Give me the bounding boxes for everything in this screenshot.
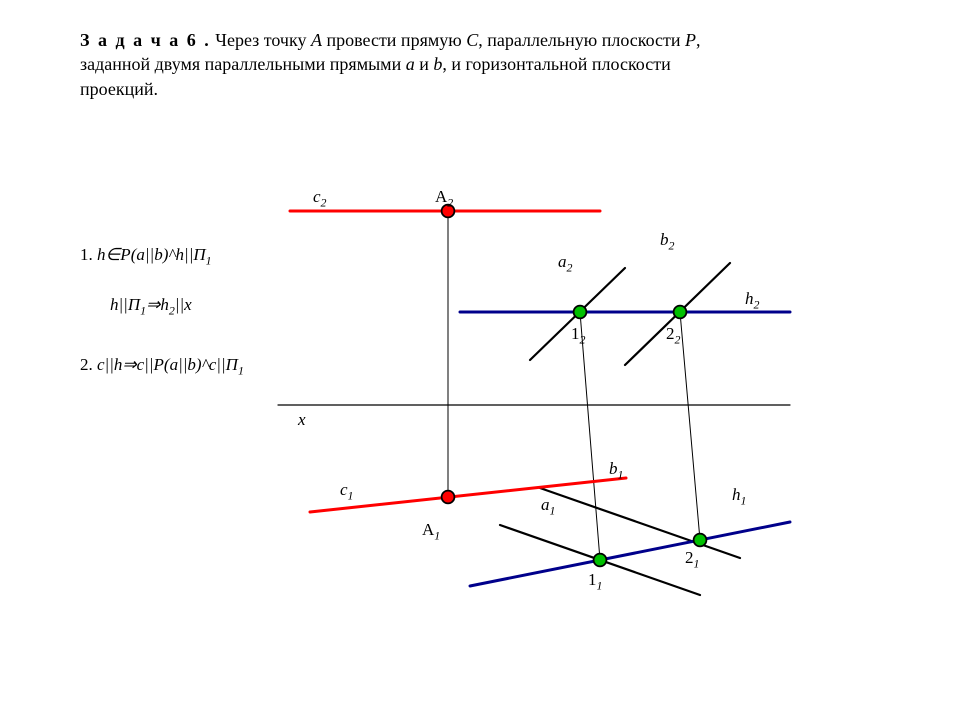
label-c1: c1 bbox=[340, 480, 354, 503]
label-a1: a1 bbox=[541, 495, 555, 518]
label-b1: b1 bbox=[609, 459, 623, 482]
label-c2: c2 bbox=[313, 187, 327, 210]
label-A1: A1 bbox=[422, 520, 440, 543]
point-2-2 bbox=[673, 305, 688, 320]
label-p21: 21 bbox=[685, 548, 699, 571]
page: { "problem": { "title": "З а д а ч а 6 .… bbox=[0, 0, 960, 720]
label-A2: A2 bbox=[435, 187, 453, 210]
line-b1 bbox=[540, 488, 740, 558]
label-a2: a2 bbox=[558, 252, 572, 275]
line-c1 bbox=[310, 478, 626, 512]
label-b2: b2 bbox=[660, 230, 674, 253]
point-1-1 bbox=[593, 553, 608, 568]
label-x: x bbox=[298, 410, 306, 430]
proj-line-2 bbox=[680, 312, 700, 540]
point-1-2 bbox=[573, 305, 588, 320]
proj-line-1 bbox=[580, 312, 600, 560]
label-p12: 12 bbox=[571, 324, 585, 347]
point-2-1 bbox=[693, 533, 708, 548]
label-p22: 22 bbox=[666, 324, 680, 347]
label-h1: h1 bbox=[732, 485, 746, 508]
geometry-drawing bbox=[0, 0, 960, 720]
label-h2: h2 bbox=[745, 289, 759, 312]
point-A1 bbox=[441, 490, 456, 505]
label-p11: 11 bbox=[588, 570, 602, 593]
